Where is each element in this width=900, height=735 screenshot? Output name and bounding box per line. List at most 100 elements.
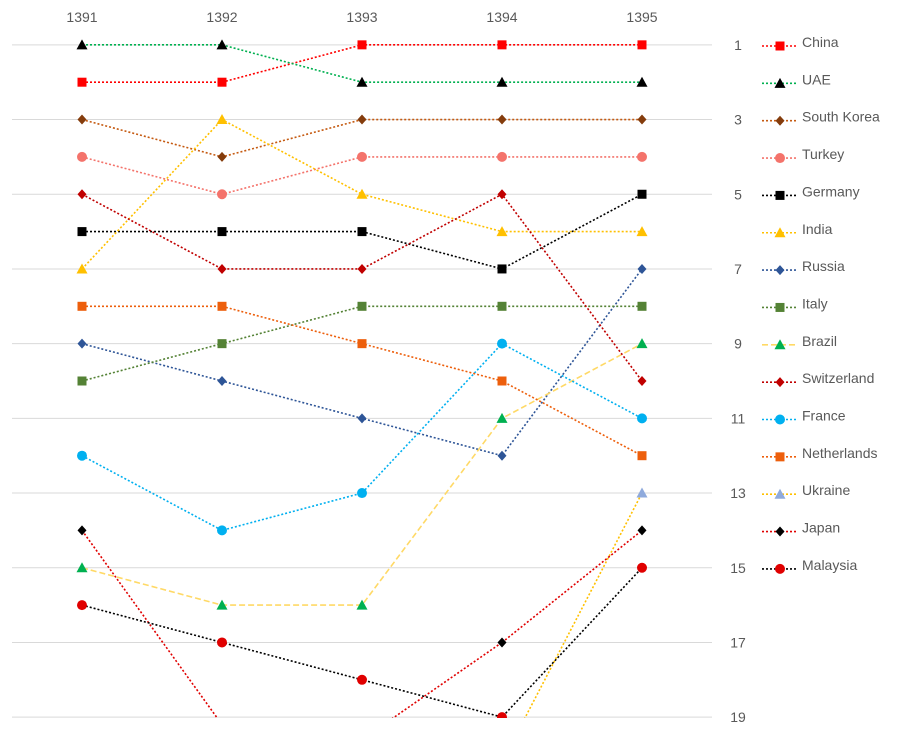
data-point-germany xyxy=(77,227,87,237)
data-point-switzerland xyxy=(217,263,227,274)
data-point-turkey xyxy=(217,189,227,200)
x-tick-label: 1393 xyxy=(346,9,377,25)
series-line-switzerland xyxy=(81,193,643,382)
series-segment-malaysia xyxy=(391,641,503,718)
data-point-malaysia xyxy=(77,600,87,611)
data-point-italy xyxy=(497,301,507,311)
data-point-germany xyxy=(637,189,647,199)
data-point-brazil xyxy=(636,338,648,349)
data-point-germany xyxy=(217,227,227,237)
legend-label: India xyxy=(802,221,833,237)
legend-item-malaysia: Malaysia xyxy=(762,557,857,574)
legend-label: Russia xyxy=(802,258,845,274)
legend-label: Japan xyxy=(802,520,840,536)
y-tick-label: 7 xyxy=(734,261,742,277)
data-point-italy xyxy=(357,301,367,311)
data-point-uae xyxy=(496,76,508,87)
data-point-india xyxy=(496,226,508,237)
data-point-turkey xyxy=(357,151,367,162)
legend-swatch-marker xyxy=(774,488,786,499)
data-point-china xyxy=(357,40,367,50)
legend-label: France xyxy=(802,408,846,424)
data-point-brazil xyxy=(76,562,88,573)
y-tick-label: 1 xyxy=(734,37,742,53)
data-point-turkey xyxy=(637,151,647,162)
series-line-turkey xyxy=(81,156,642,196)
series-line-ukraine xyxy=(523,492,643,718)
legend-item-france: France xyxy=(762,408,846,425)
data-point-turkey xyxy=(497,151,507,162)
data-point-italy xyxy=(217,339,227,349)
series-segment-japan xyxy=(501,529,643,644)
legend-label: China xyxy=(802,34,839,50)
legend-item-japan: Japan xyxy=(762,520,840,537)
legend-swatch-marker xyxy=(775,190,785,200)
data-point-japan xyxy=(497,637,507,648)
data-point-india xyxy=(636,226,648,237)
y-tick-label: 11 xyxy=(731,410,746,426)
series-line-japan xyxy=(81,529,219,718)
y-tick-label: 17 xyxy=(730,634,746,650)
data-point-italy xyxy=(77,376,87,386)
series-line-uae xyxy=(82,44,642,83)
data-point-france xyxy=(357,488,367,499)
data-point-russia xyxy=(217,376,227,386)
legend-swatch-marker xyxy=(775,414,785,425)
legend-item-ukraine: Ukraine xyxy=(762,482,850,499)
legend-item-germany: Germany xyxy=(762,183,860,200)
legend-label: Germany xyxy=(802,183,860,199)
data-point-netherlands xyxy=(637,451,647,461)
series-line-south-korea xyxy=(81,118,642,158)
series-lines xyxy=(81,44,643,718)
data-point-china xyxy=(77,77,87,87)
x-tick-label: 1391 xyxy=(66,9,97,25)
data-point-netherlands xyxy=(357,339,367,349)
data-point-china xyxy=(497,40,507,50)
legend-item-south-korea: South Korea xyxy=(762,109,880,126)
data-point-india xyxy=(216,114,228,125)
data-point-china xyxy=(637,40,647,50)
data-point-switzerland xyxy=(497,189,507,200)
y-tick-label: 5 xyxy=(734,186,742,202)
data-point-france xyxy=(637,413,647,424)
data-point-south-korea xyxy=(637,114,647,125)
legend-item-uae: UAE xyxy=(762,71,831,88)
data-point-brazil xyxy=(356,599,368,610)
data-point-russia xyxy=(77,338,87,349)
legend-label: Netherlands xyxy=(802,445,878,461)
data-point-germany xyxy=(357,227,367,237)
legend-label: Italy xyxy=(802,295,828,311)
data-point-netherlands xyxy=(77,301,87,311)
data-point-japan xyxy=(637,525,647,536)
legend-swatch-marker xyxy=(775,526,785,537)
legend-swatch-marker xyxy=(775,452,785,462)
data-point-uae xyxy=(76,39,88,50)
legend-item-netherlands: Netherlands xyxy=(762,445,878,462)
legend-label: South Korea xyxy=(802,109,880,125)
legend-swatch-marker xyxy=(775,153,785,164)
data-point-malaysia xyxy=(497,712,507,718)
data-point-malaysia xyxy=(357,674,367,685)
gridlines xyxy=(12,44,712,718)
data-point-netherlands xyxy=(217,301,227,311)
data-point-brazil xyxy=(496,412,508,423)
data-point-south-korea xyxy=(77,114,87,125)
legend-swatch-marker xyxy=(775,563,785,574)
data-point-france xyxy=(497,338,507,349)
data-point-south-korea xyxy=(497,114,507,125)
data-point-switzerland xyxy=(637,376,647,386)
legend-item-china: China xyxy=(762,34,839,51)
legend-swatch-marker xyxy=(775,115,785,126)
y-tick-label: 15 xyxy=(730,560,746,576)
legend-item-switzerland: Switzerland xyxy=(762,370,874,388)
legend-swatch-marker xyxy=(774,227,786,238)
series-line-china xyxy=(82,44,642,83)
data-point-uae xyxy=(636,76,648,87)
legend-swatch-marker xyxy=(774,339,786,350)
legend-label: Ukraine xyxy=(802,482,850,498)
data-point-france xyxy=(217,525,227,536)
data-point-france xyxy=(77,450,87,461)
data-point-russia xyxy=(637,263,647,274)
